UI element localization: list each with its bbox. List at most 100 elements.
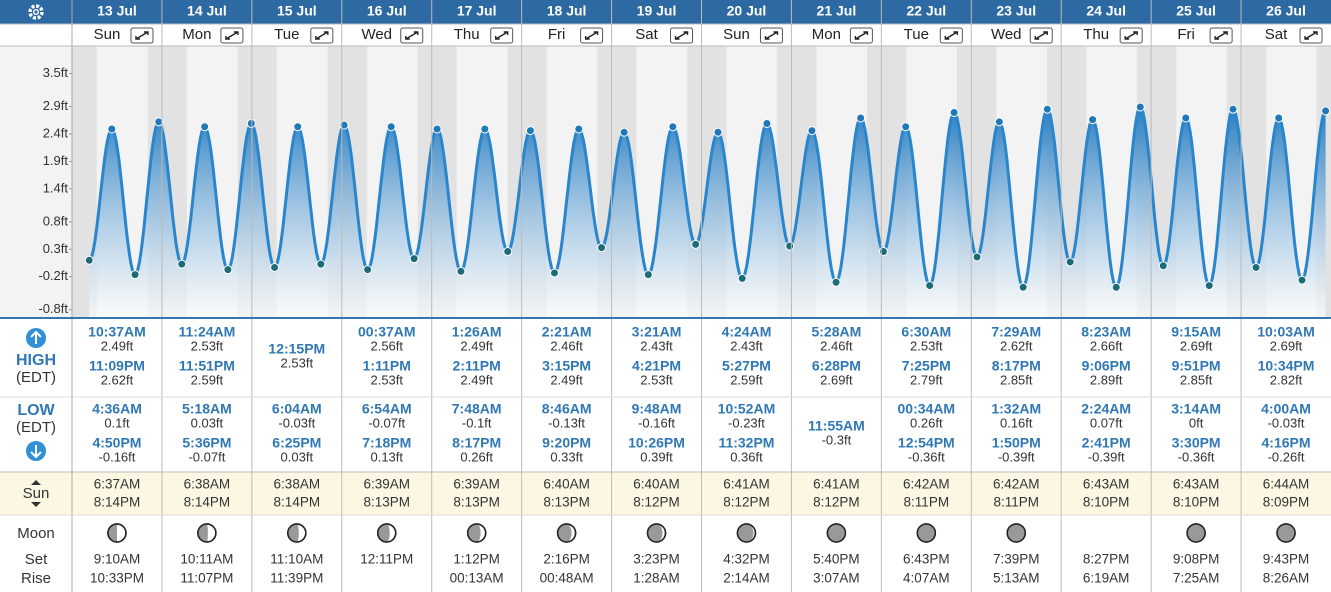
moon-shadow [1007,524,1026,542]
low-height: 0.26ft [910,415,943,430]
high-height: 2.82ft [1270,372,1303,387]
settings-gear[interactable] [28,4,44,20]
moonset: 3:23PM [633,552,680,567]
high-height: 2.53ft [640,372,673,387]
expand-button[interactable] [1119,27,1143,44]
weekday: Thu [454,26,480,43]
expand-icon [1304,31,1318,40]
moonset: 5:40PM [813,552,860,567]
high-time: 7:29AM [991,324,1041,340]
low-tide-dot [1297,275,1307,285]
low-time: 10:52AM [718,401,776,417]
expand-icon [584,31,599,40]
low-tide-dot [643,270,653,280]
moon-shadow [205,524,208,542]
high-time: 8:23AM [1081,324,1131,340]
expand-icon [944,31,959,40]
moon-rim [197,523,217,543]
moon-rim [1006,523,1026,543]
low-height: 0.07ft [1090,415,1123,430]
weekday: Mon [182,26,211,43]
low-tide-dot [972,252,982,262]
expand-icon [1034,31,1048,40]
expand-button[interactable] [849,27,873,44]
sunset: 8:11PM [904,495,950,510]
low-height: -0.13ft [548,415,585,430]
low-tide-dot [130,270,140,280]
moonset: 9:08PM [1173,552,1220,567]
weekday: Mon [812,26,841,43]
low-tz: (EDT) [16,419,56,436]
high-height: 2.62ft [101,372,134,387]
expand-button[interactable] [490,27,514,44]
low-time: 4:50PM [92,435,141,451]
expand-button[interactable] [1029,27,1053,44]
rise-label: Rise [21,570,51,587]
moon-rim [1186,523,1206,543]
high-height: 2.49ft [101,338,134,353]
sunset: 8:13PM [363,495,410,510]
high-height: 2.46ft [820,338,853,353]
high-height: 2.66ft [1090,338,1123,353]
y-tick-label: 2.4ft [43,125,69,140]
expand-button[interactable] [580,27,604,44]
tide-line [88,104,1327,290]
high-tide-dot [1321,106,1331,116]
date: 21 Jul [817,3,857,19]
weekday: Fri [548,26,566,43]
moonrise: 11:39PM [270,571,323,586]
high-time: 1:26AM [452,324,502,340]
moon-icon [1006,523,1026,543]
moonrise: 6:19AM [1083,571,1130,586]
low-tide-dot [549,268,559,278]
high-tide-dot [1042,104,1052,114]
high-tide-dot [386,122,396,132]
low-height: -0.3ft [822,432,852,447]
expand-button[interactable] [220,27,244,44]
low-height: -0.07ft [188,449,225,464]
moon-shadow [287,524,297,542]
sunrise: 6:39AM [453,477,500,492]
low-height: -0.26ft [1268,449,1305,464]
moon-icon [1276,523,1296,543]
sun-row-bg [0,472,1331,515]
high-time: 1:11PM [363,358,411,374]
low-tide-dot [691,239,701,249]
high-height: 2.53ft [281,355,314,370]
high-time: 9:06PM [1082,358,1131,374]
low-tide-dot [84,255,94,265]
high-time: 11:24AM [178,324,235,340]
sunrise: 6:42AM [993,477,1040,492]
low-height: 0.03ft [281,449,314,464]
expand-button[interactable] [130,27,154,44]
low-time: 4:00AM [1261,401,1311,417]
moonset: 12:11PM [360,552,413,567]
low-tide-dot [316,259,326,269]
sunset: 8:14PM [94,495,141,510]
expand-button[interactable] [400,27,424,44]
sun-label: Sun [23,485,50,502]
high-tide-dot [949,107,959,117]
expand-button[interactable] [1299,27,1323,44]
left-labels: HIGH (EDT) LOW (EDT) Sun Moon Set Rise [16,328,56,587]
expand-button[interactable] [310,27,334,44]
moon-icon [197,523,217,543]
sunrise: 6:43AM [1173,477,1220,492]
moonrise: 1:28AM [633,571,680,586]
low-tide-dot [270,262,280,272]
high-tide-dot [525,126,535,136]
date: 18 Jul [547,3,587,19]
moon-rim [287,523,307,543]
expand-button[interactable] [670,27,694,44]
high-tide-dot [246,118,256,128]
sunrise: 6:41AM [813,477,860,492]
low-tide-dot [456,266,466,276]
moon-shadow [1277,524,1296,542]
low-height: 0.33ft [550,449,583,464]
weekday: Tue [274,26,299,43]
moon-icon [377,523,397,543]
expand-button[interactable] [939,27,963,44]
moon-shadow [828,524,845,542]
expand-button[interactable] [759,27,783,44]
expand-button[interactable] [1209,27,1233,44]
